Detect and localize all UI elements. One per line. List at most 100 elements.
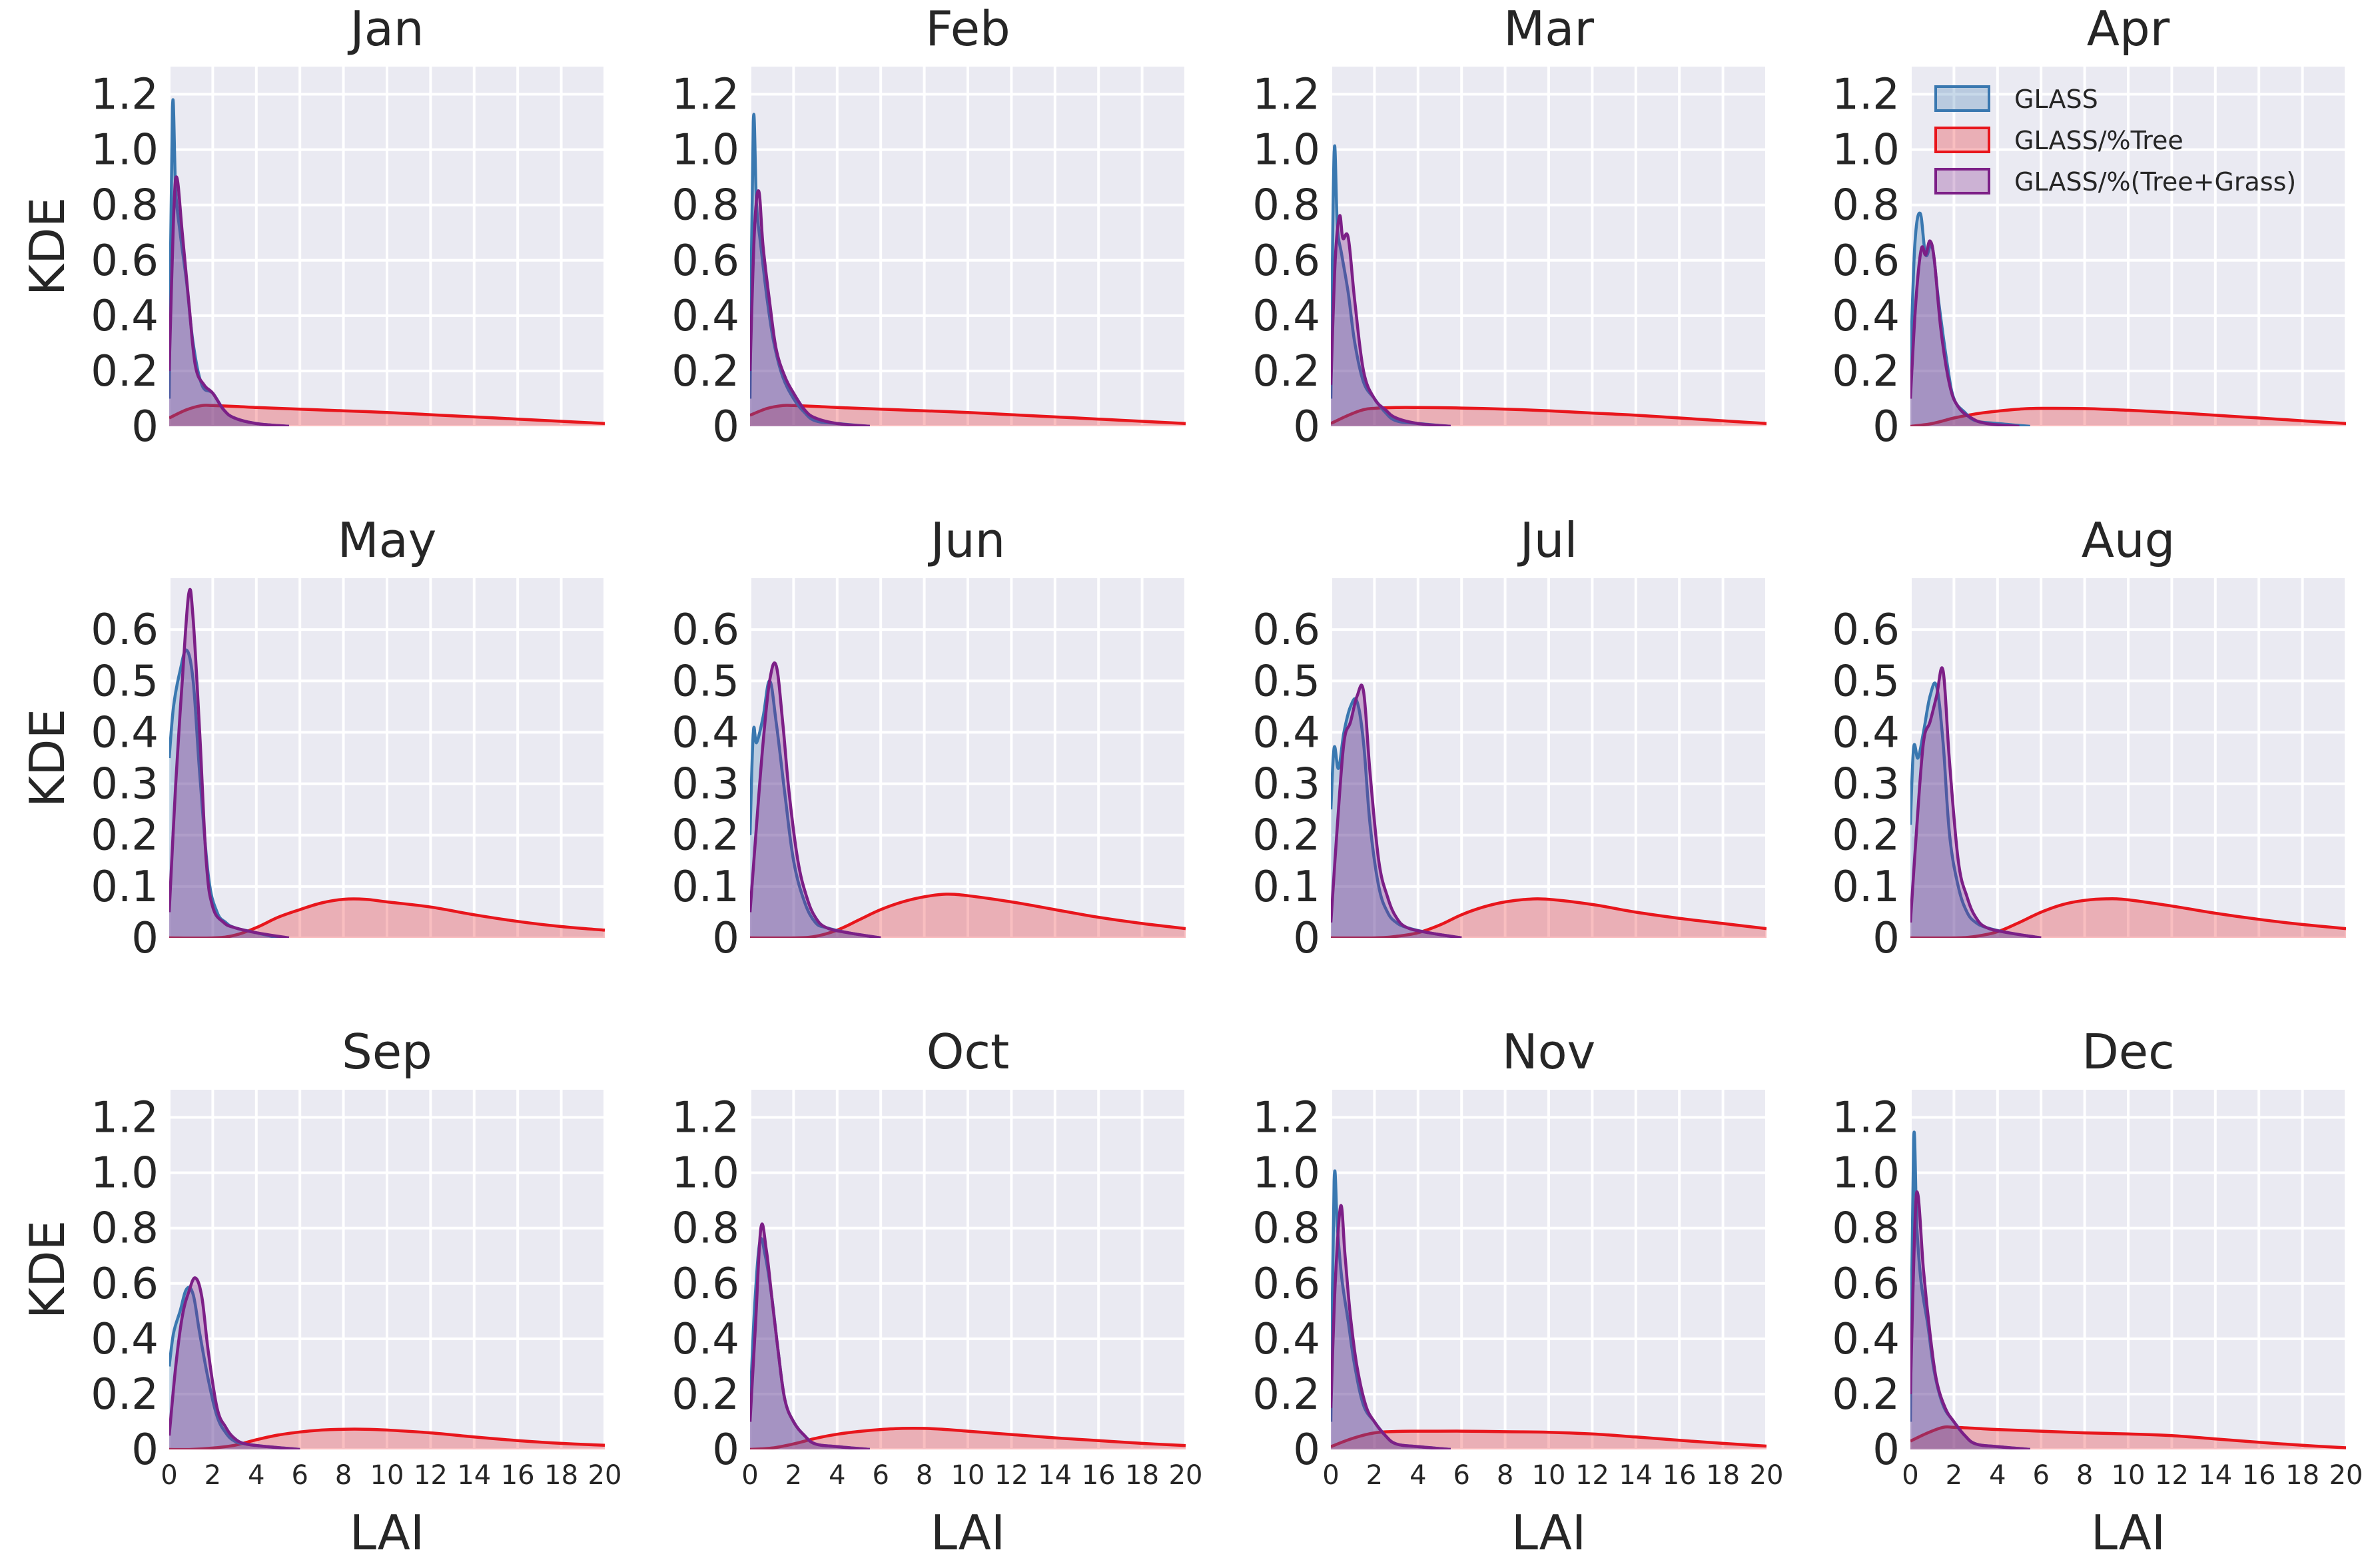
kde-line-glass-tree (1331, 406, 1767, 426)
x-tick-label: 20 (2329, 1460, 2363, 1491)
y-tick-label: 1.2 (91, 71, 159, 120)
panel-title: Aug (2082, 512, 2175, 568)
y-tick-label: 0.4 (91, 708, 159, 757)
x-tick-label: 4 (1989, 1460, 2006, 1491)
y-tick-label: 1.2 (671, 71, 739, 120)
y-tick-label: 0.6 (671, 236, 739, 286)
y-tick-label: 0.6 (1832, 605, 1900, 655)
y-tick-label: 0.5 (1252, 657, 1320, 706)
kde-area-glass-tree-grass (169, 177, 289, 426)
y-tick-label: 1.0 (1252, 126, 1320, 175)
series-group (1331, 144, 1767, 426)
kde-area-glass-tree-grass (169, 1278, 300, 1449)
y-tick-label: 0.2 (671, 811, 739, 861)
x-tick-label: 2 (1946, 1460, 1962, 1491)
y-tick-label: 1.0 (1832, 126, 1900, 175)
kde-area-glass-tree-grass (1910, 240, 2020, 426)
kde-area-glass (750, 1238, 870, 1449)
y-tick-label: 0 (131, 1425, 159, 1475)
y-tick-label: 1.0 (671, 1149, 739, 1198)
x-tick-label: 20 (1169, 1460, 1203, 1491)
y-tick-label: 0.6 (1832, 236, 1900, 286)
y-tick-label: 0.4 (1832, 1315, 1900, 1364)
x-tick-label: 0 (161, 1460, 177, 1491)
panel-jun: Jun 00.10.20.30.40.50.6 (671, 512, 1187, 963)
y-tick-label: 0.6 (671, 605, 739, 655)
x-tick-label: 10 (1532, 1460, 1566, 1491)
y-tick-label: 0 (712, 1425, 739, 1475)
kde-line-glass-tree (750, 1426, 1186, 1449)
series-group (1331, 1169, 1767, 1449)
kde-line-glass-tree (1910, 897, 2346, 938)
y-tick-label: 0.3 (1252, 760, 1320, 809)
x-tick-label: 14 (1038, 1460, 1072, 1491)
kde-line-glass-tree-grass (750, 1222, 870, 1449)
y-tick-label: 0 (1872, 1425, 1900, 1475)
kde-line-glass-tree (169, 897, 605, 938)
legend-swatch (1934, 168, 1990, 195)
panel-jan: Jan 0 0.2 0.4 0.6 0.8 1.0 1.2 KDE (19, 1, 606, 452)
y-tick-label: 0.6 (1252, 1260, 1320, 1309)
kde-area-glass-tree (1910, 899, 2346, 938)
kde-line-glass-tree (1331, 897, 1767, 938)
y-tick-label: 1.2 (91, 1094, 159, 1143)
x-axis-label: LAI (931, 1505, 1005, 1561)
x-tick-label: 6 (1453, 1460, 1469, 1491)
kde-line-glass-tree-grass (1331, 1204, 1451, 1449)
y-tick-label: 1.2 (671, 1094, 739, 1143)
kde-line-glass (1331, 144, 1451, 426)
y-tick-label: 0.2 (1832, 1370, 1900, 1419)
kde-area-glass-tree-grass (1910, 1192, 2030, 1449)
panel-title: Nov (1502, 1024, 1596, 1080)
x-tick-label: 18 (1706, 1460, 1740, 1491)
series-group (1910, 1130, 2346, 1449)
x-tick-label: 2 (204, 1460, 221, 1491)
kde-line-glass-tree-grass (750, 189, 870, 426)
series-group (169, 588, 605, 938)
x-tick-label: 20 (1750, 1460, 1784, 1491)
x-tick-label: 6 (2032, 1460, 2049, 1491)
y-tick-label: 0.2 (91, 347, 159, 396)
kde-line-glass-tree (1331, 1429, 1767, 1448)
y-axis-label: KDE (19, 197, 75, 296)
y-tick-label: 0 (1872, 402, 1900, 452)
y-tick-label: 0.1 (671, 863, 739, 912)
x-axis-label: LAI (2091, 1505, 2166, 1561)
x-tick-label: 8 (916, 1460, 933, 1491)
legend-label: GLASS (2014, 85, 2098, 114)
series-group (1331, 683, 1767, 938)
kde-line-glass-tree (169, 1427, 605, 1449)
x-tick-label: 14 (1619, 1460, 1653, 1491)
y-tick-label: 0 (1872, 914, 1900, 963)
series-group (1910, 211, 2346, 426)
y-tick-label: 0.4 (91, 292, 159, 341)
kde-area-glass-tree (1331, 407, 1767, 426)
x-tick-label: 2 (785, 1460, 802, 1491)
panel-title: May (338, 512, 437, 568)
panel-title: Jun (928, 512, 1006, 568)
x-tick-label: 12 (1575, 1460, 1609, 1491)
panel-title: Mar (1503, 1, 1594, 57)
y-tick-label: 0.4 (1832, 292, 1900, 341)
x-axis-label: LAI (350, 1505, 424, 1561)
kde-line-glass-tree-grass (169, 175, 290, 426)
y-tick-label: 0.6 (91, 236, 159, 286)
x-tick-label: 14 (2198, 1460, 2232, 1491)
x-tick-label: 6 (291, 1460, 308, 1491)
panel-title: Jul (1517, 512, 1578, 568)
kde-line-glass-tree (750, 404, 1186, 426)
y-tick-label: 0.3 (91, 760, 159, 809)
legend-label: GLASS/%(Tree+Grass) (2014, 167, 2296, 196)
kde-line-glass-tree-grass (1331, 214, 1451, 426)
y-tick-label: 0.4 (671, 1315, 739, 1364)
y-tick-label: 0.8 (91, 181, 159, 230)
kde-area-glass-tree-grass (1910, 667, 2042, 938)
y-tick-label: 1.0 (91, 1149, 159, 1198)
series-group (169, 98, 605, 426)
y-tick-label: 0.8 (671, 181, 739, 230)
x-tick-label: 4 (248, 1460, 264, 1491)
legend-swatch (1934, 85, 1990, 112)
kde-area-glass-tree (1331, 899, 1767, 938)
